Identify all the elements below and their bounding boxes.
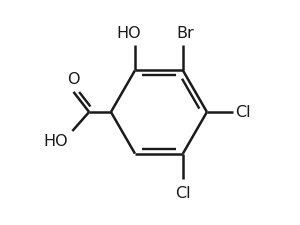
Text: O: O <box>67 72 80 87</box>
Text: HO: HO <box>43 134 68 149</box>
Text: Br: Br <box>176 26 194 41</box>
Text: Cl: Cl <box>175 185 191 200</box>
Text: HO: HO <box>116 26 140 41</box>
Text: Cl: Cl <box>235 105 250 120</box>
